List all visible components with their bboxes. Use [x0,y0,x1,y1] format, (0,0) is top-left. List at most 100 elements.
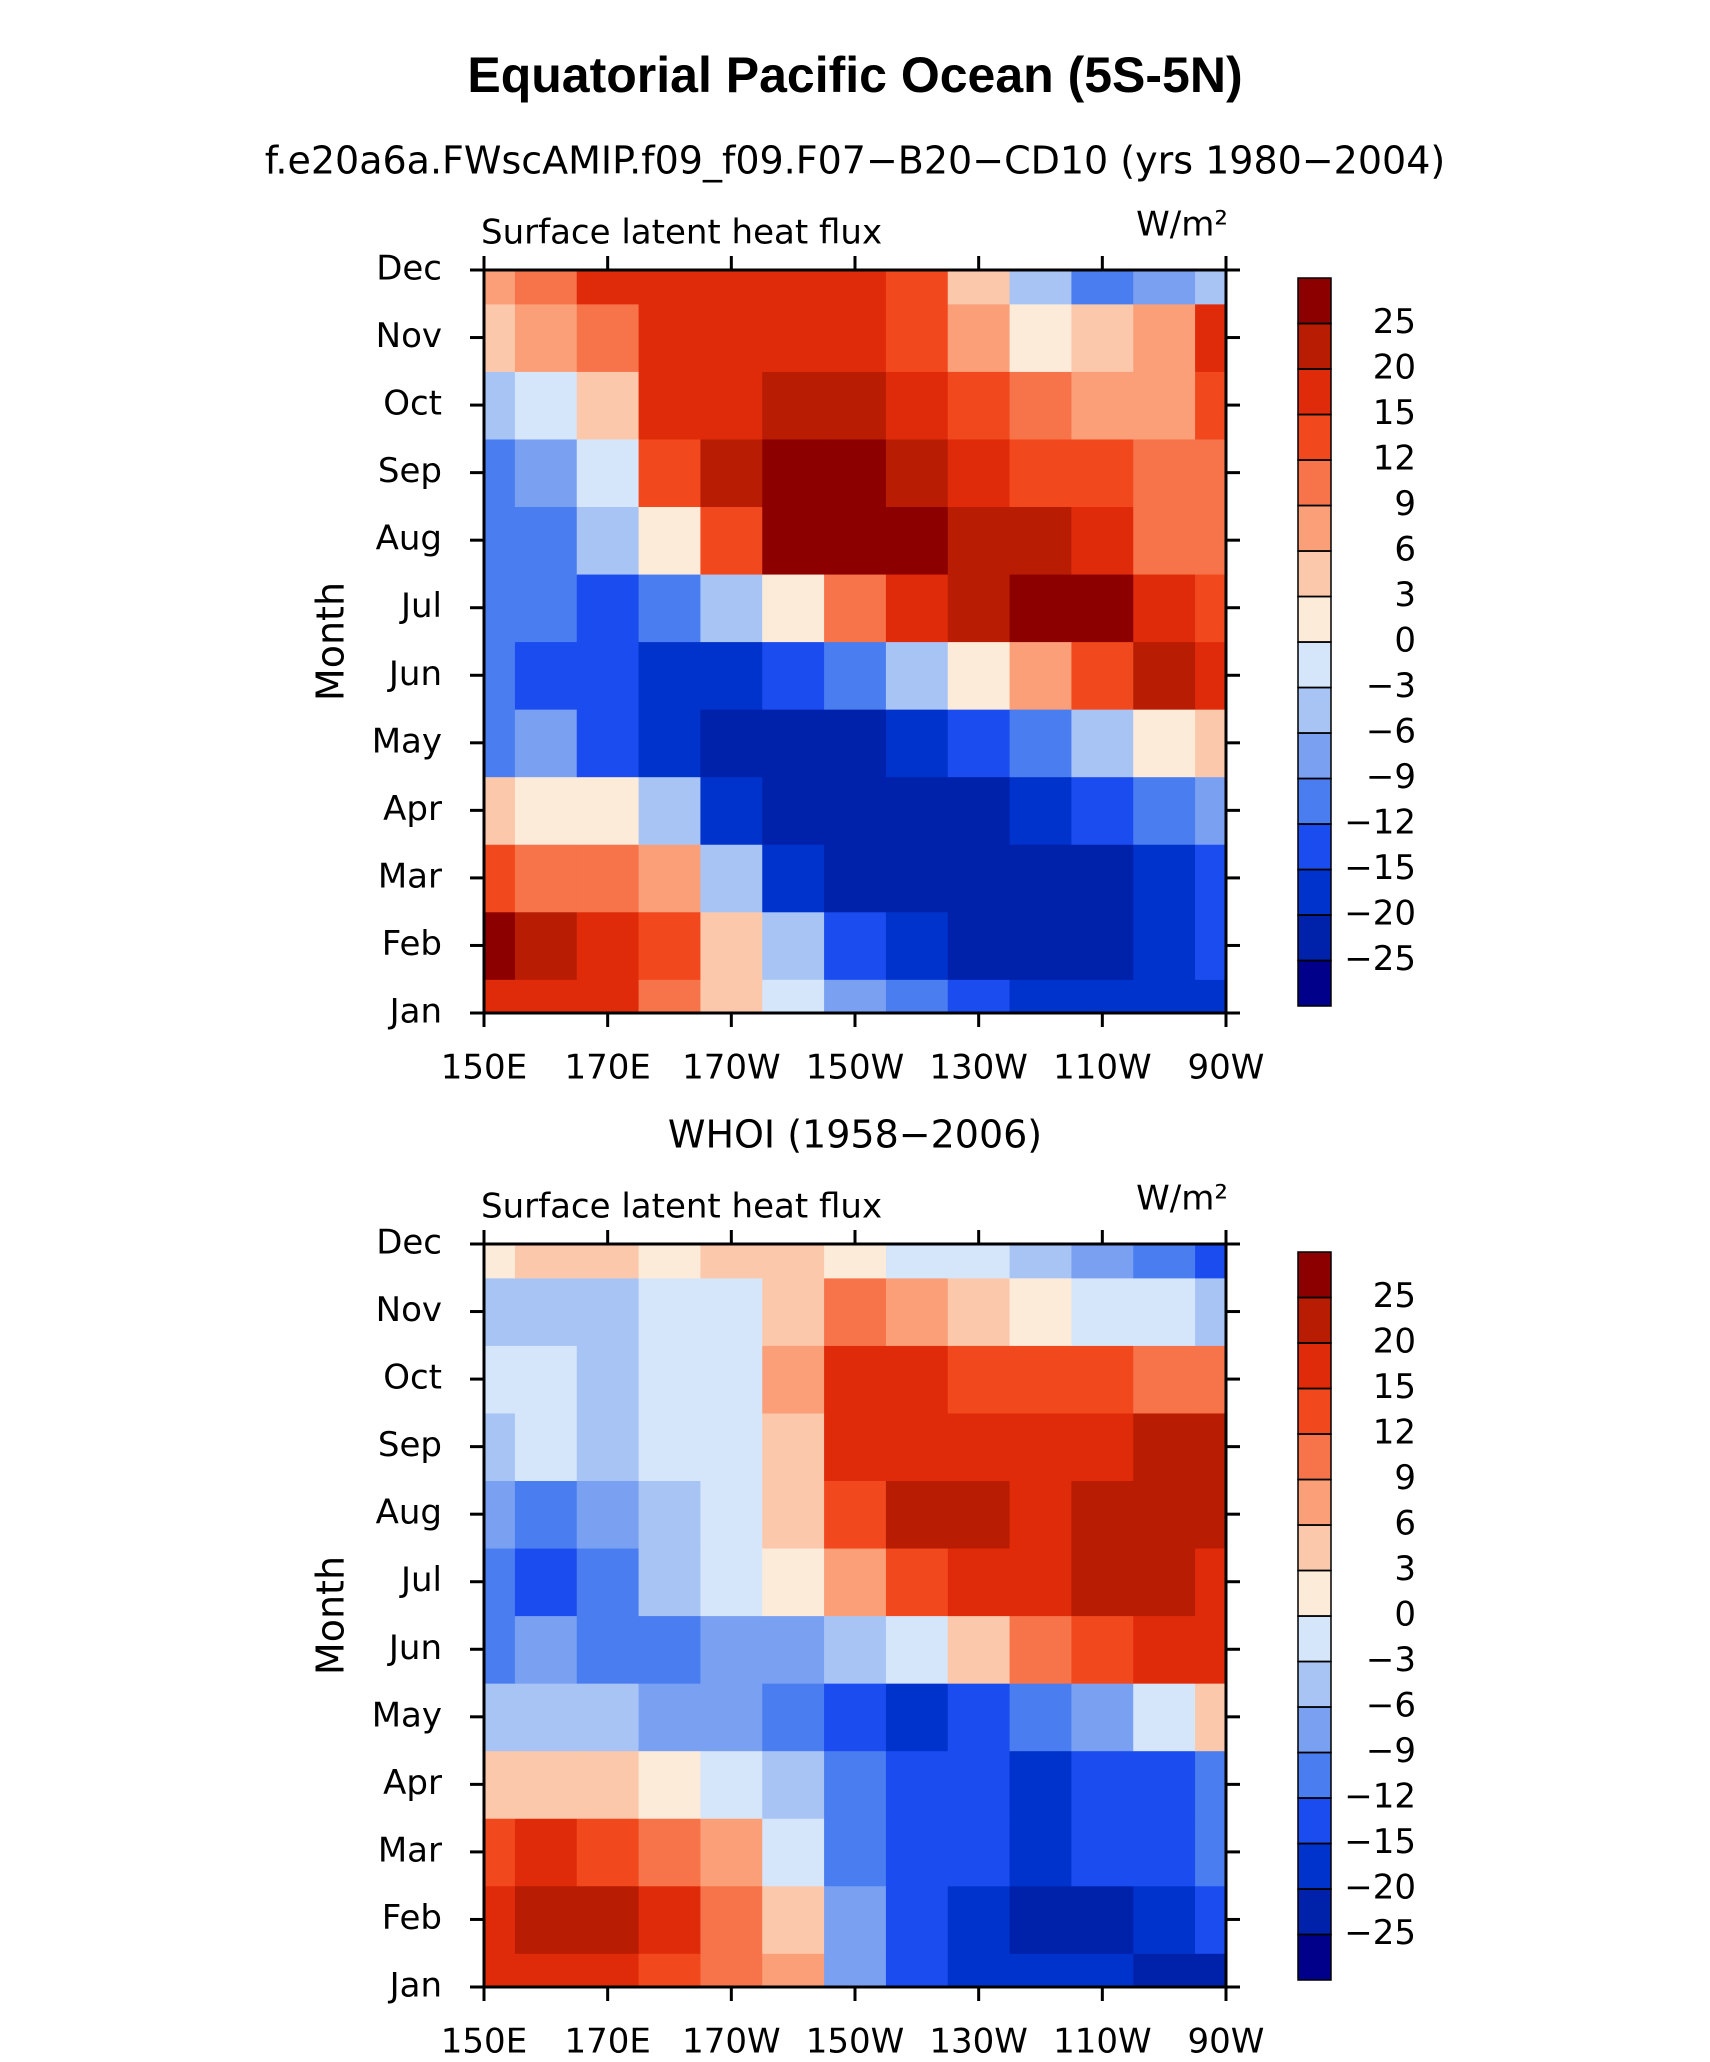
cell [947,911,1011,980]
colorbar-box [1297,1660,1332,1708]
cell [700,303,763,372]
cell [1133,709,1196,778]
cell [824,303,887,372]
cell [1071,1277,1134,1346]
cell [762,911,825,980]
cell [885,438,949,508]
cell [947,1277,1011,1346]
cell [1071,709,1134,778]
cell [1009,1480,1073,1549]
colorbar-label: 15 [1373,393,1416,433]
cell [1071,641,1134,710]
cell [1009,1750,1073,1819]
cell [1195,911,1227,980]
cell [824,1885,887,1954]
cell [638,979,702,1014]
cell [1195,1277,1227,1346]
colorbar-label: 9 [1394,1458,1416,1498]
colorbar-box [1297,1933,1332,1981]
cell [484,506,516,575]
figure-title: Equatorial Pacific Ocean (5S-5N) [467,47,1242,103]
cell [1009,709,1073,778]
colorbar-label: 0 [1394,1595,1416,1635]
cell [1133,438,1196,508]
cell [638,371,702,440]
y-tick-label: Mar [378,1830,442,1870]
cell [576,270,640,305]
y-axis-label: Month [309,1556,353,1675]
cell [947,506,1011,575]
cell [885,1750,949,1819]
cell [1133,1750,1196,1819]
colorbar-label: −20 [1344,894,1416,934]
y-tick-label: Aug [376,519,442,559]
cell [762,573,825,643]
cell [514,270,578,305]
cell [1071,371,1134,440]
cell [762,709,825,778]
cell [1133,641,1196,710]
cell [762,1345,825,1414]
cell [1195,776,1227,845]
y-tick-label: Jan [388,1966,442,2006]
cell [762,303,825,372]
cell [824,641,887,710]
cell [1133,506,1196,575]
cell [700,438,763,508]
cell [1009,1345,1073,1414]
cell [1009,371,1073,440]
cell [1009,641,1073,710]
x-tick-label: 130W [929,2022,1028,2062]
cell [1133,1277,1196,1346]
cell [1071,979,1134,1014]
cell [885,1683,949,1752]
colorbar-box [1297,277,1332,325]
cell [824,270,887,305]
cell [576,506,640,575]
cell [824,1480,887,1549]
cell [1071,1244,1134,1279]
cell [885,979,949,1014]
cell [824,506,887,575]
colorbar-box [1297,368,1332,416]
cell [700,371,763,440]
y-tick-label: Oct [383,1358,442,1398]
colorbar-label: −3 [1366,1640,1416,1680]
cell [1071,506,1134,575]
cell [1071,844,1134,913]
cell [700,1412,763,1482]
colorbar-label: 15 [1373,1367,1416,1407]
cell [576,1412,640,1482]
cell [638,641,702,710]
cell [762,1818,825,1887]
cell [576,1818,640,1887]
cell [947,1244,1011,1279]
cell [514,709,578,778]
cell [947,1683,1011,1752]
cell [700,641,763,710]
x-tick-label: 130W [929,1048,1028,1088]
cell [638,506,702,575]
cell [1133,1345,1196,1414]
cell [762,438,825,508]
cell [1071,1818,1134,1887]
colorbar-label: 25 [1373,302,1416,342]
cell [1009,438,1073,508]
cell [1133,979,1196,1014]
x-tick-label: 150E [441,2022,527,2062]
cell [947,371,1011,440]
cell [762,776,825,845]
cell [514,1953,578,1988]
colorbar-label: −15 [1344,848,1416,888]
cell [824,776,887,845]
cell [700,1615,763,1684]
subtitle: f.e20a6a.FWscAMIP.f09_f09.F07−B20−CD10 (… [265,139,1445,183]
cell [1009,270,1073,305]
colorbar-label: 9 [1394,484,1416,524]
cell [484,1244,516,1279]
cell [762,1244,825,1279]
cell [824,1345,887,1414]
cell [947,1480,1011,1549]
cell [1195,438,1227,508]
cell [576,1953,640,1988]
